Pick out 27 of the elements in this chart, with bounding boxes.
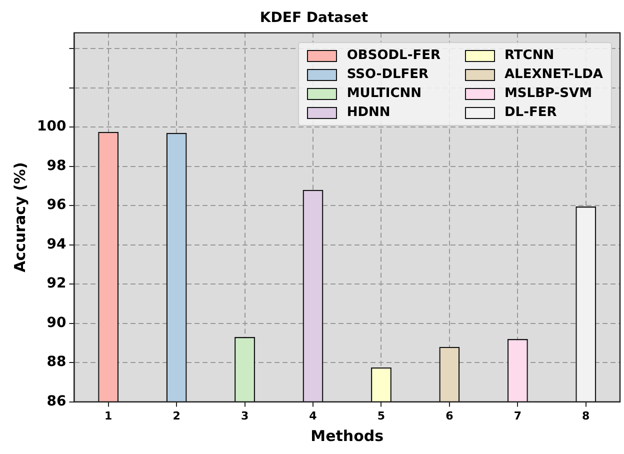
- y-tick-label: 98: [46, 158, 66, 174]
- y-tick-label: 94: [46, 236, 66, 252]
- x-tick-label: 2: [172, 409, 180, 422]
- y-tick-label: 86: [46, 393, 66, 410]
- y-tick-label: 92: [46, 276, 66, 292]
- legend-label: MSLBP-SVM: [504, 86, 592, 101]
- y-tick-label: 96: [46, 197, 66, 214]
- legend-label: RTCNN: [504, 48, 554, 63]
- x-axis-title: Methods: [310, 426, 384, 445]
- chart-title: KDEF Dataset: [260, 10, 368, 26]
- x-tick-label: 1: [104, 409, 112, 422]
- y-tick-label: 90: [46, 314, 66, 331]
- y-tick-label: 100: [36, 118, 66, 135]
- x-tick-label: 7: [514, 409, 522, 422]
- x-tick-label: 6: [446, 409, 454, 422]
- legend-label: OBSODL-FER: [346, 48, 440, 63]
- y-tick-label: 88: [46, 354, 66, 370]
- legend-label: MULTICNN: [346, 86, 422, 101]
- legend-label: ALEXNET-LDA: [504, 67, 603, 82]
- legend-label: SSO-DLFER: [346, 67, 429, 82]
- legend-label: DL-FER: [504, 105, 557, 120]
- x-tick-label: 5: [377, 409, 386, 422]
- x-tick-label: 8: [582, 409, 590, 422]
- x-tick-label: 3: [240, 409, 249, 422]
- legend-label: HDNN: [346, 105, 390, 120]
- y-axis-title: Accuracy (%): [10, 162, 29, 272]
- x-tick-label: 4: [309, 409, 318, 422]
